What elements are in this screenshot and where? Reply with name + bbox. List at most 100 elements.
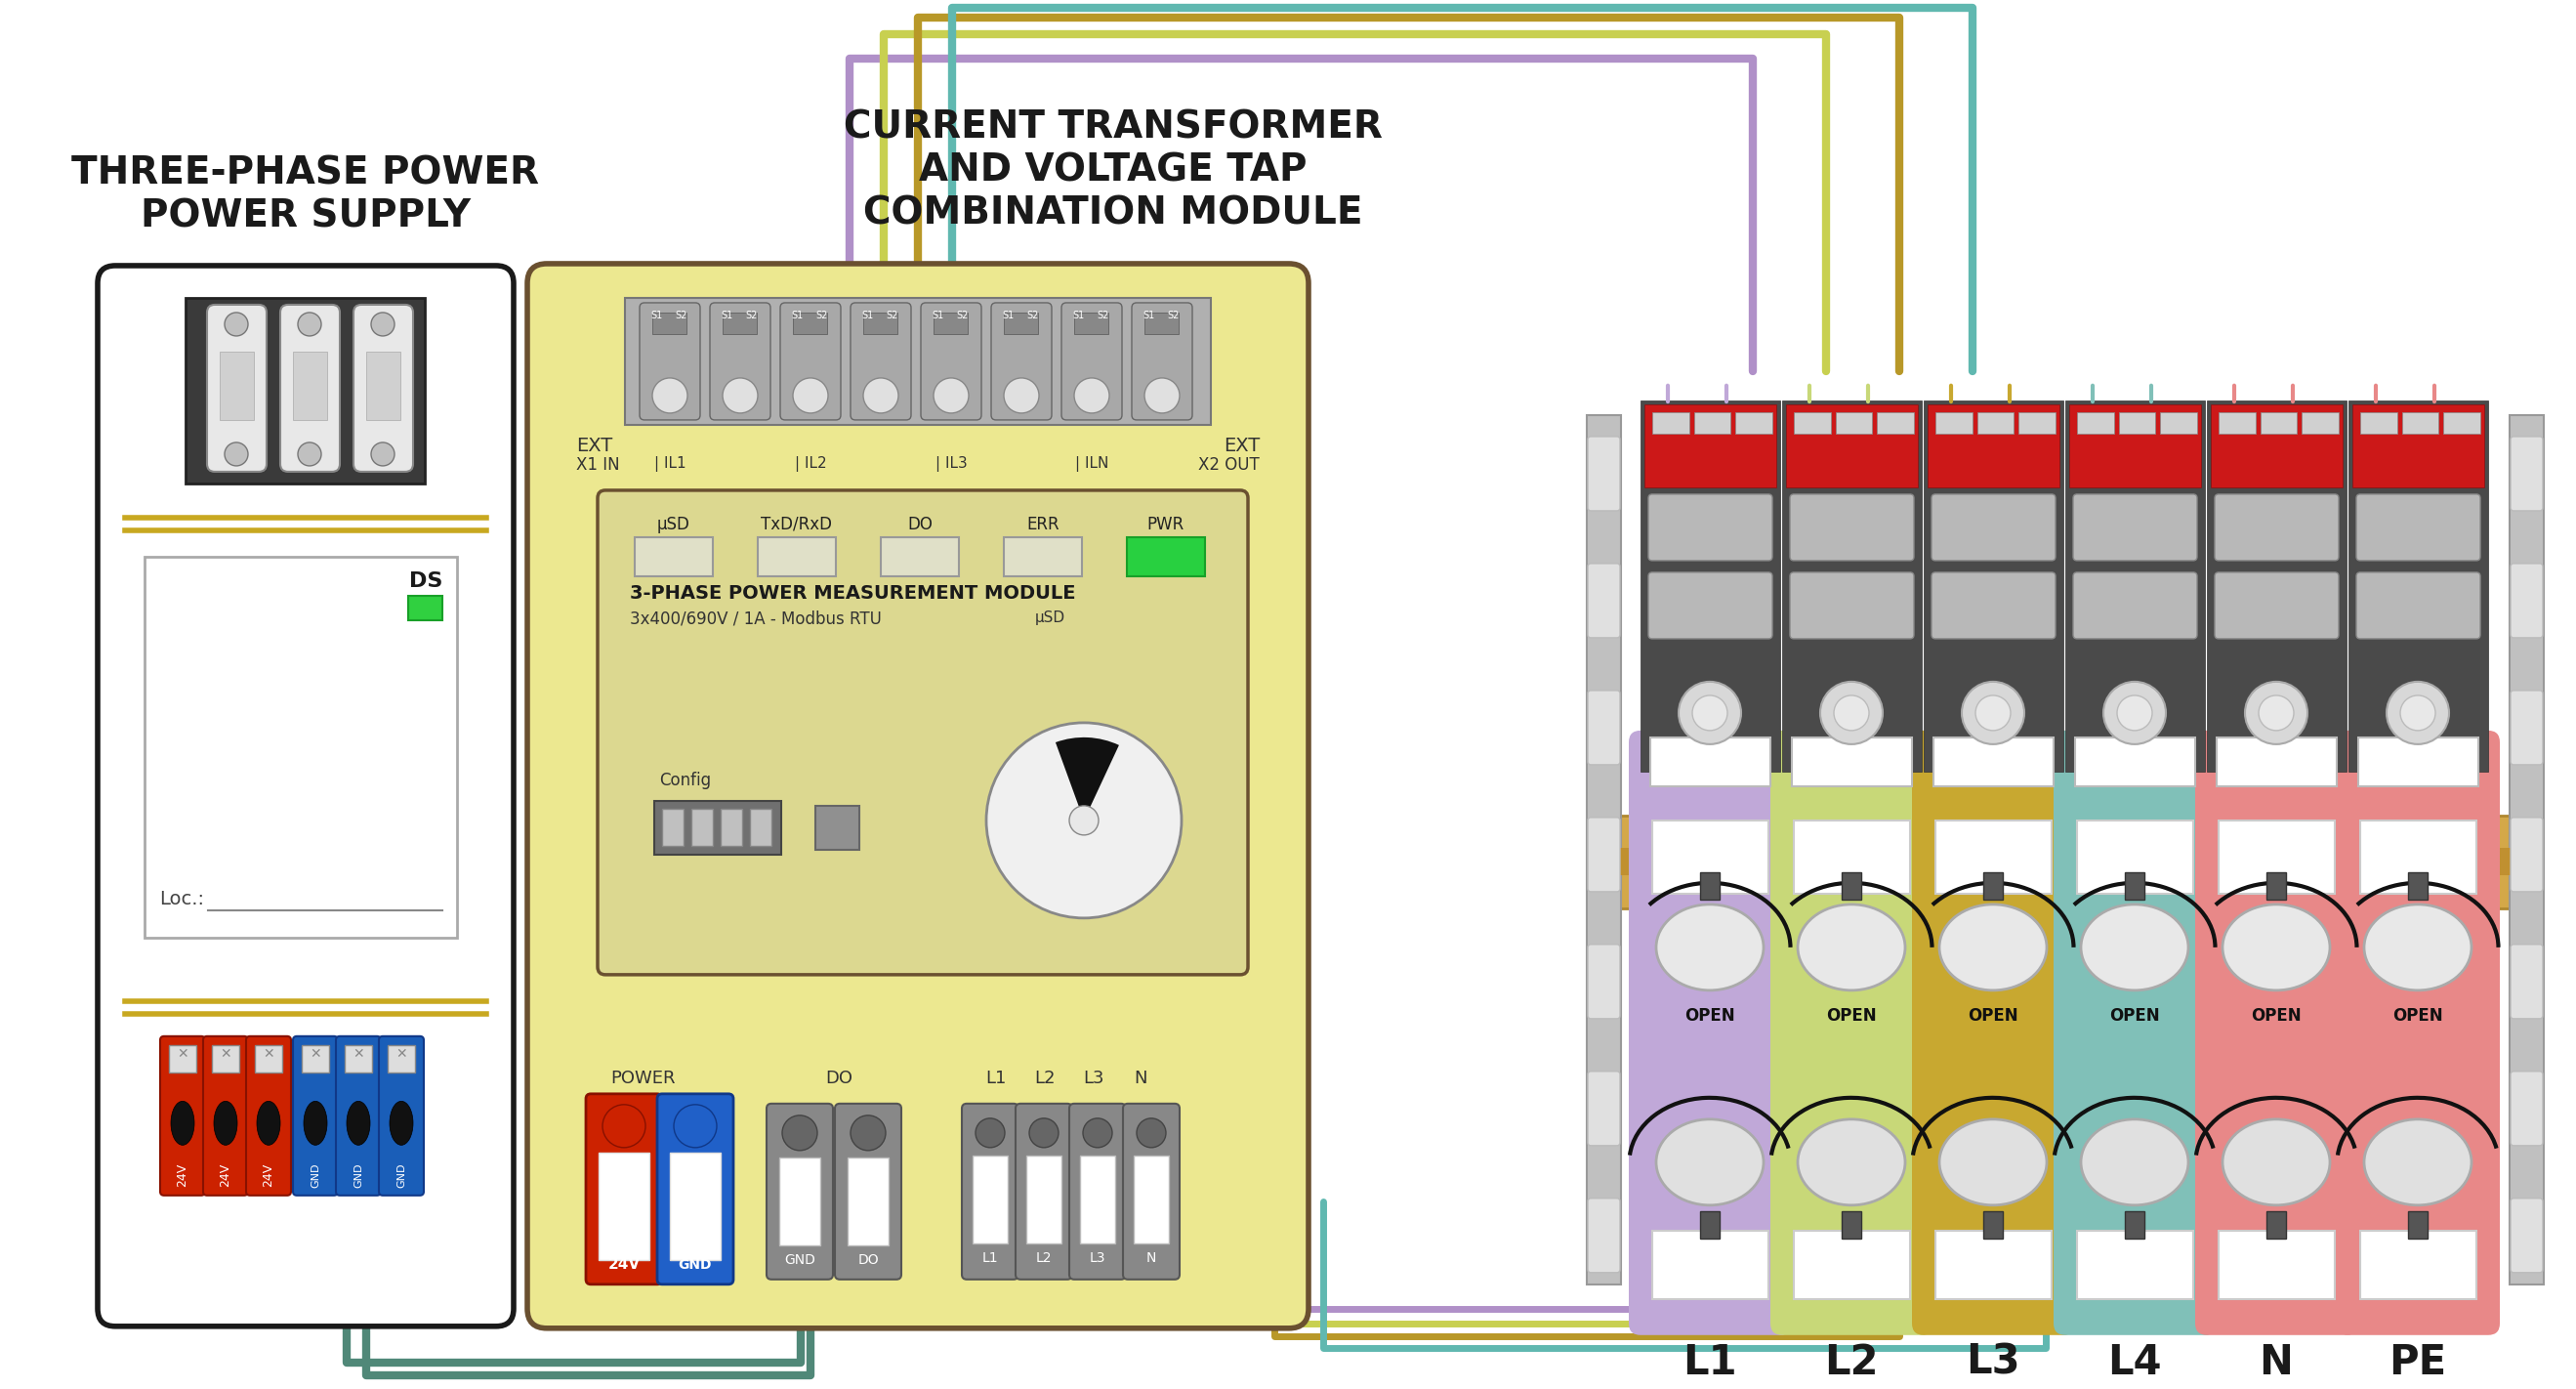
- Text: | ILN: | ILN: [1074, 456, 1108, 472]
- FancyBboxPatch shape: [1649, 494, 1772, 561]
- Circle shape: [1005, 378, 1038, 413]
- FancyBboxPatch shape: [1069, 1104, 1126, 1279]
- FancyBboxPatch shape: [2357, 572, 2481, 639]
- Text: GND: GND: [783, 1253, 817, 1267]
- Bar: [1695, 413, 1731, 433]
- Text: 24V: 24V: [263, 1163, 276, 1186]
- Bar: [2360, 821, 2476, 893]
- Bar: [670, 1153, 721, 1260]
- Bar: [2218, 1231, 2334, 1299]
- FancyBboxPatch shape: [1587, 564, 1620, 638]
- Text: OPEN: OPEN: [1685, 1007, 1736, 1025]
- Bar: [654, 801, 781, 854]
- Bar: [2267, 1211, 2285, 1239]
- Bar: [294, 351, 327, 419]
- Bar: [2117, 413, 2156, 433]
- Bar: [1126, 538, 1206, 576]
- Bar: [721, 808, 742, 846]
- Text: S1: S1: [1144, 311, 1154, 321]
- Text: X2 OUT: X2 OUT: [1198, 456, 1260, 474]
- Text: L3: L3: [1965, 1342, 2020, 1383]
- Bar: [185, 297, 425, 483]
- Text: N: N: [1133, 1070, 1146, 1088]
- FancyBboxPatch shape: [2512, 564, 2543, 638]
- FancyBboxPatch shape: [1587, 1199, 1620, 1272]
- Text: L1: L1: [981, 1251, 999, 1265]
- Bar: [598, 1153, 649, 1260]
- Text: L3: L3: [1090, 1251, 1105, 1265]
- Bar: [1651, 413, 1690, 433]
- FancyBboxPatch shape: [2215, 494, 2339, 561]
- Circle shape: [783, 1115, 817, 1150]
- FancyBboxPatch shape: [711, 303, 770, 419]
- Bar: [974, 1156, 1007, 1243]
- Bar: [1842, 1211, 1862, 1239]
- Bar: [1927, 404, 2058, 488]
- Bar: [2259, 413, 2298, 433]
- Bar: [1935, 413, 1973, 433]
- Text: ✕: ✕: [219, 1047, 232, 1061]
- Bar: [2208, 400, 2347, 771]
- FancyBboxPatch shape: [1587, 690, 1620, 765]
- FancyBboxPatch shape: [2357, 494, 2481, 561]
- Text: ERR: ERR: [1025, 515, 1059, 533]
- Text: μSD: μSD: [1036, 610, 1066, 625]
- Bar: [2218, 821, 2334, 893]
- Text: | IL1: | IL1: [654, 456, 685, 472]
- Bar: [1025, 1156, 1061, 1243]
- Text: GND: GND: [397, 1163, 407, 1188]
- FancyBboxPatch shape: [1790, 572, 1914, 639]
- Bar: [2218, 738, 2336, 786]
- Bar: [1793, 413, 1832, 433]
- Bar: [366, 351, 399, 419]
- Text: DS: DS: [410, 571, 443, 590]
- Bar: [2020, 413, 2056, 433]
- Text: L: L: [379, 275, 389, 293]
- Ellipse shape: [1940, 904, 2048, 990]
- FancyBboxPatch shape: [2512, 690, 2543, 765]
- FancyBboxPatch shape: [2074, 572, 2197, 639]
- Circle shape: [1069, 806, 1097, 835]
- Text: S1: S1: [721, 311, 734, 321]
- Text: S2: S2: [1167, 311, 1180, 321]
- Bar: [407, 596, 443, 619]
- Text: L3: L3: [1082, 1070, 1105, 1088]
- FancyBboxPatch shape: [206, 304, 265, 472]
- Text: | IL3: | IL3: [935, 456, 966, 472]
- FancyBboxPatch shape: [1587, 1071, 1620, 1146]
- Ellipse shape: [1656, 904, 1765, 990]
- Text: L2: L2: [1036, 1070, 1056, 1088]
- Text: GND: GND: [677, 1258, 711, 1271]
- Circle shape: [863, 378, 899, 413]
- Circle shape: [371, 443, 394, 465]
- Bar: [2445, 413, 2481, 433]
- FancyBboxPatch shape: [639, 303, 701, 419]
- FancyBboxPatch shape: [961, 1104, 1018, 1279]
- Bar: [211, 1045, 240, 1072]
- Circle shape: [1136, 1118, 1167, 1147]
- Bar: [652, 313, 685, 333]
- Text: S2: S2: [675, 311, 688, 321]
- Bar: [2076, 738, 2195, 786]
- Text: 24V: 24V: [175, 1163, 188, 1186]
- Text: Loc.:: Loc.:: [160, 890, 204, 908]
- Circle shape: [1692, 696, 1728, 731]
- FancyBboxPatch shape: [1628, 731, 1793, 1335]
- Text: Config: Config: [659, 771, 711, 789]
- Circle shape: [1144, 378, 1180, 413]
- Ellipse shape: [1656, 1120, 1765, 1206]
- Bar: [1984, 1211, 2002, 1239]
- Bar: [2125, 872, 2143, 900]
- Ellipse shape: [170, 1101, 193, 1145]
- Ellipse shape: [258, 1101, 281, 1145]
- Bar: [1700, 872, 1721, 900]
- Text: DO: DO: [824, 1070, 853, 1088]
- FancyBboxPatch shape: [768, 1104, 832, 1279]
- Bar: [301, 1045, 330, 1072]
- Bar: [863, 313, 896, 333]
- Bar: [2509, 415, 2543, 1285]
- Ellipse shape: [2081, 904, 2190, 990]
- FancyBboxPatch shape: [1911, 731, 2076, 1335]
- Text: S1: S1: [652, 311, 662, 321]
- Text: S1: S1: [1074, 311, 1084, 321]
